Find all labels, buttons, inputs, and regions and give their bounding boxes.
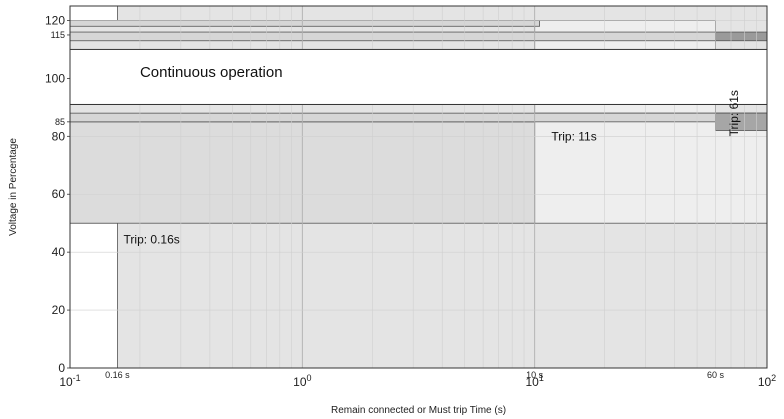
y-tick-label: 85 bbox=[55, 117, 65, 127]
annotation-label: Trip: 11s bbox=[551, 130, 596, 144]
x-marker-label: 0.16 s bbox=[105, 370, 130, 380]
y-tick-label: 20 bbox=[52, 303, 66, 317]
region-10 bbox=[715, 112, 768, 131]
region-2 bbox=[69, 5, 118, 21]
region-3 bbox=[534, 112, 768, 224]
annotation-label: Trip: 61s bbox=[727, 90, 741, 136]
region-6 bbox=[69, 20, 540, 27]
x-tick-label: 102 bbox=[758, 373, 776, 389]
y-tick-label: 60 bbox=[52, 187, 66, 201]
y-axis-title: Voltage in Percentage bbox=[8, 138, 19, 236]
annotation-label: Trip: 0.16s bbox=[124, 232, 180, 246]
region-7 bbox=[69, 31, 716, 42]
x-axis-title: Remain connected or Must trip Time (s) bbox=[331, 405, 506, 416]
y-tick-label: 115 bbox=[51, 30, 65, 40]
y-tick-label: 0 bbox=[58, 361, 65, 375]
y-tick-label: 80 bbox=[52, 129, 66, 143]
region-8 bbox=[715, 31, 768, 42]
x-tick-label: 10-1 bbox=[59, 373, 80, 389]
plot-frame bbox=[69, 5, 768, 369]
x-marker-label: 10 s bbox=[526, 370, 544, 380]
continuous-operation-band bbox=[69, 48, 768, 105]
y-tick-label: 120 bbox=[45, 13, 65, 27]
y-tick-label: 100 bbox=[45, 71, 65, 85]
plot-area bbox=[69, 5, 768, 369]
y-tick-label: 40 bbox=[52, 245, 66, 259]
x-marker-label: 60 s bbox=[707, 370, 725, 380]
region-1 bbox=[69, 222, 118, 369]
x-tick-label: 101 bbox=[525, 373, 543, 389]
region-9 bbox=[69, 112, 768, 123]
x-tick-label: 100 bbox=[293, 373, 311, 389]
annotation-label: Continuous operation bbox=[140, 64, 283, 81]
